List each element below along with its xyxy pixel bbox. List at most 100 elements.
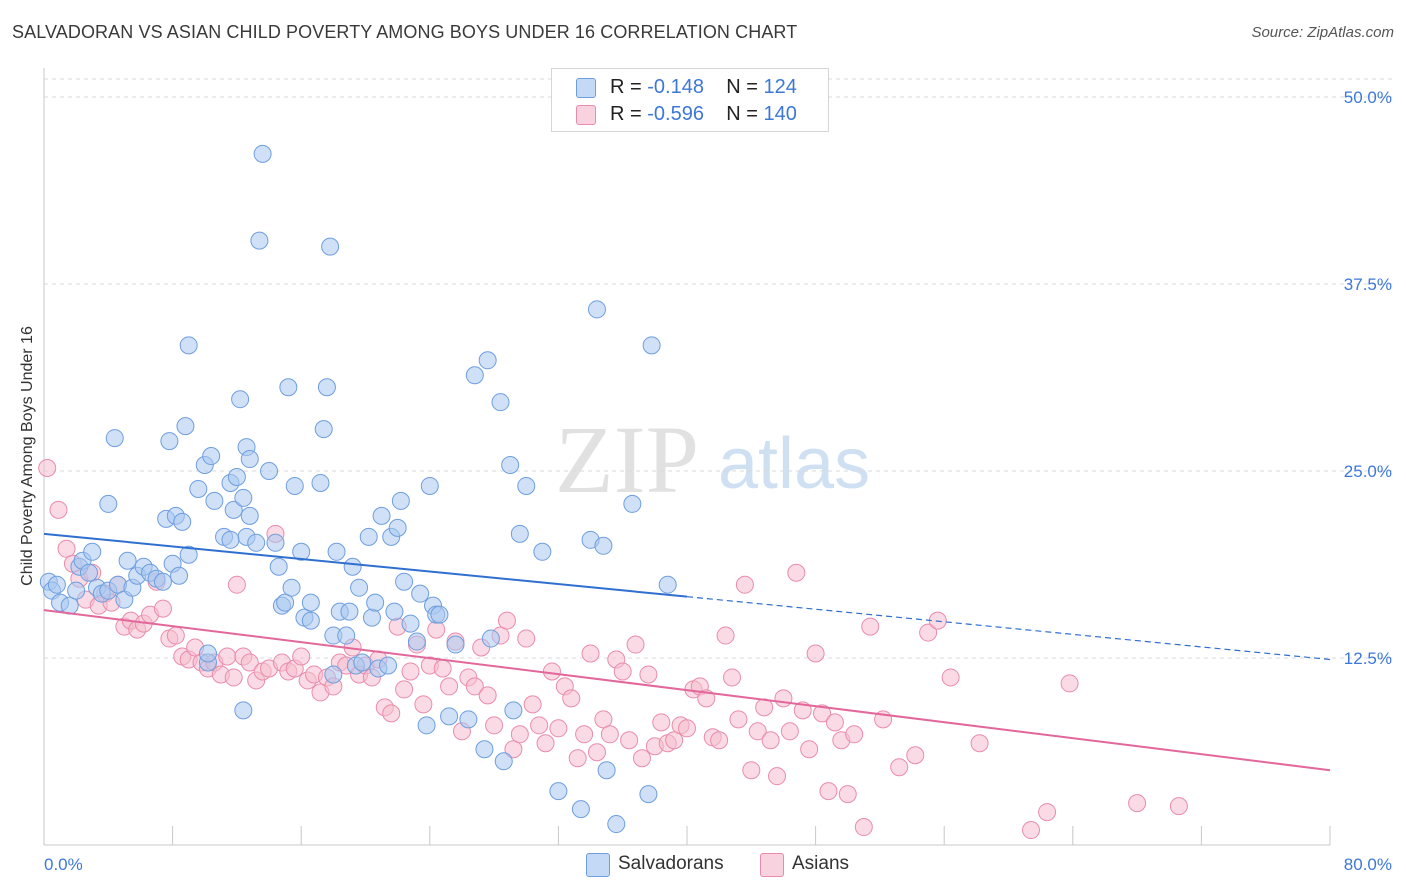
data-point-asians: [1060, 674, 1079, 693]
data-point-asians: [652, 713, 671, 732]
bottom-legend-label: Asians: [792, 853, 850, 874]
data-point-asians: [153, 599, 172, 618]
data-point-salvadorans: [118, 551, 137, 570]
data-point-asians: [510, 725, 529, 744]
data-point-salvadorans: [366, 593, 385, 612]
data-point-salvadorans: [359, 527, 378, 546]
watermark-atlas: atlas: [718, 424, 870, 504]
watermark-zip: ZIP: [555, 406, 699, 513]
data-point-asians: [838, 785, 857, 804]
data-point-asians: [1128, 794, 1147, 813]
data-point-asians: [697, 689, 716, 708]
data-point-asians: [549, 719, 568, 738]
data-point-asians: [774, 689, 793, 708]
data-point-salvadorans: [533, 542, 552, 561]
data-point-asians: [568, 749, 587, 768]
data-point-asians: [224, 668, 243, 687]
data-point-salvadorans: [587, 300, 606, 319]
data-point-asians: [594, 710, 613, 729]
axes: [43, 68, 1331, 846]
data-point-asians: [1169, 797, 1188, 816]
data-point-salvadorans: [395, 572, 414, 591]
data-point-salvadorans: [224, 500, 243, 519]
trend-line-salvadorans-extension: [686, 596, 1331, 661]
data-point-asians: [665, 731, 684, 750]
data-point-asians: [218, 647, 237, 666]
data-point-salvadorans: [417, 716, 436, 735]
data-point-asians: [395, 680, 414, 699]
data-point-asians: [678, 719, 696, 738]
data-point-asians: [735, 575, 754, 594]
data-point-asians: [38, 459, 57, 478]
bottom-legend-swatch-pink: [760, 853, 784, 877]
data-point-salvadorans: [372, 506, 391, 525]
data-point-asians: [793, 701, 812, 720]
data-point-salvadorans: [170, 566, 189, 585]
data-point-asians: [581, 644, 600, 663]
data-point-salvadorans: [350, 578, 369, 597]
data-point-asians: [632, 749, 651, 768]
chart-source: Source: ZipAtlas.com: [1251, 24, 1394, 41]
y-tick-label: 12.5%: [1344, 649, 1392, 668]
data-point-salvadorans: [385, 602, 404, 621]
data-point-asians: [401, 662, 420, 681]
data-point-salvadorans: [440, 707, 459, 726]
data-point-asians: [523, 695, 542, 714]
data-point-asians: [890, 758, 909, 777]
data-point-salvadorans: [594, 536, 613, 555]
data-point-asians: [620, 731, 639, 750]
data-point-salvadorans: [105, 429, 124, 448]
bottom-legend-label: Salvadorans: [618, 853, 724, 874]
data-point-asians: [227, 575, 246, 594]
data-point-asians: [414, 695, 433, 714]
data-point-salvadorans: [343, 557, 362, 576]
data-point-asians: [800, 740, 819, 759]
data-point-salvadorans: [285, 476, 304, 495]
data-point-salvadorans: [639, 785, 658, 804]
data-point-salvadorans: [311, 473, 330, 492]
x-tick-label-max: 80.0%: [1344, 855, 1392, 874]
data-point-salvadorans: [571, 800, 590, 819]
data-point-salvadorans: [176, 417, 195, 436]
trend-line-salvadorans: [43, 532, 688, 598]
legend-r-value: -0.596: [647, 103, 704, 125]
legend-n-label: N =: [726, 103, 758, 125]
data-point-asians: [819, 782, 838, 801]
data-point-asians: [806, 644, 825, 663]
data-point-salvadorans: [321, 237, 340, 256]
data-point-salvadorans: [153, 572, 172, 591]
data-point-salvadorans: [475, 740, 494, 759]
data-point-asians: [768, 767, 787, 786]
data-point-salvadorans: [391, 491, 410, 510]
data-point-salvadorans: [420, 476, 439, 495]
data-point-salvadorans: [292, 542, 311, 561]
data-point-asians: [854, 818, 873, 837]
data-point-salvadorans: [327, 542, 346, 561]
data-point-asians: [613, 662, 632, 681]
watermark: ZIP atlas: [555, 406, 870, 513]
tick-labels: 12.5% 25.0% 37.5% 50.0% 0.0% 80.0%: [44, 88, 1392, 874]
data-point-salvadorans: [379, 656, 398, 675]
data-point-asians: [970, 734, 989, 753]
data-point-salvadorans: [324, 665, 343, 684]
data-point-salvadorans: [253, 144, 272, 163]
data-point-salvadorans: [179, 545, 198, 564]
data-point-asians: [729, 710, 748, 729]
data-point-salvadorans: [99, 494, 118, 513]
data-point-asians: [440, 677, 459, 696]
data-point-salvadorans: [510, 524, 529, 543]
data-point-salvadorans: [607, 815, 626, 834]
data-point-salvadorans: [623, 494, 642, 513]
data-point-asians: [562, 689, 581, 708]
data-point-asians: [57, 539, 76, 558]
data-point-asians: [787, 563, 806, 582]
data-point-salvadorans: [234, 701, 253, 720]
data-point-asians: [382, 704, 401, 723]
chart-title: SALVADORAN VS ASIAN CHILD POVERTY AMONG …: [12, 22, 798, 42]
data-point-salvadorans: [221, 530, 240, 549]
data-point-asians: [485, 716, 504, 735]
data-point-salvadorans: [642, 336, 661, 355]
data-point-asians: [919, 623, 938, 642]
data-point-asians: [49, 500, 68, 519]
data-point-salvadorans: [481, 629, 500, 648]
